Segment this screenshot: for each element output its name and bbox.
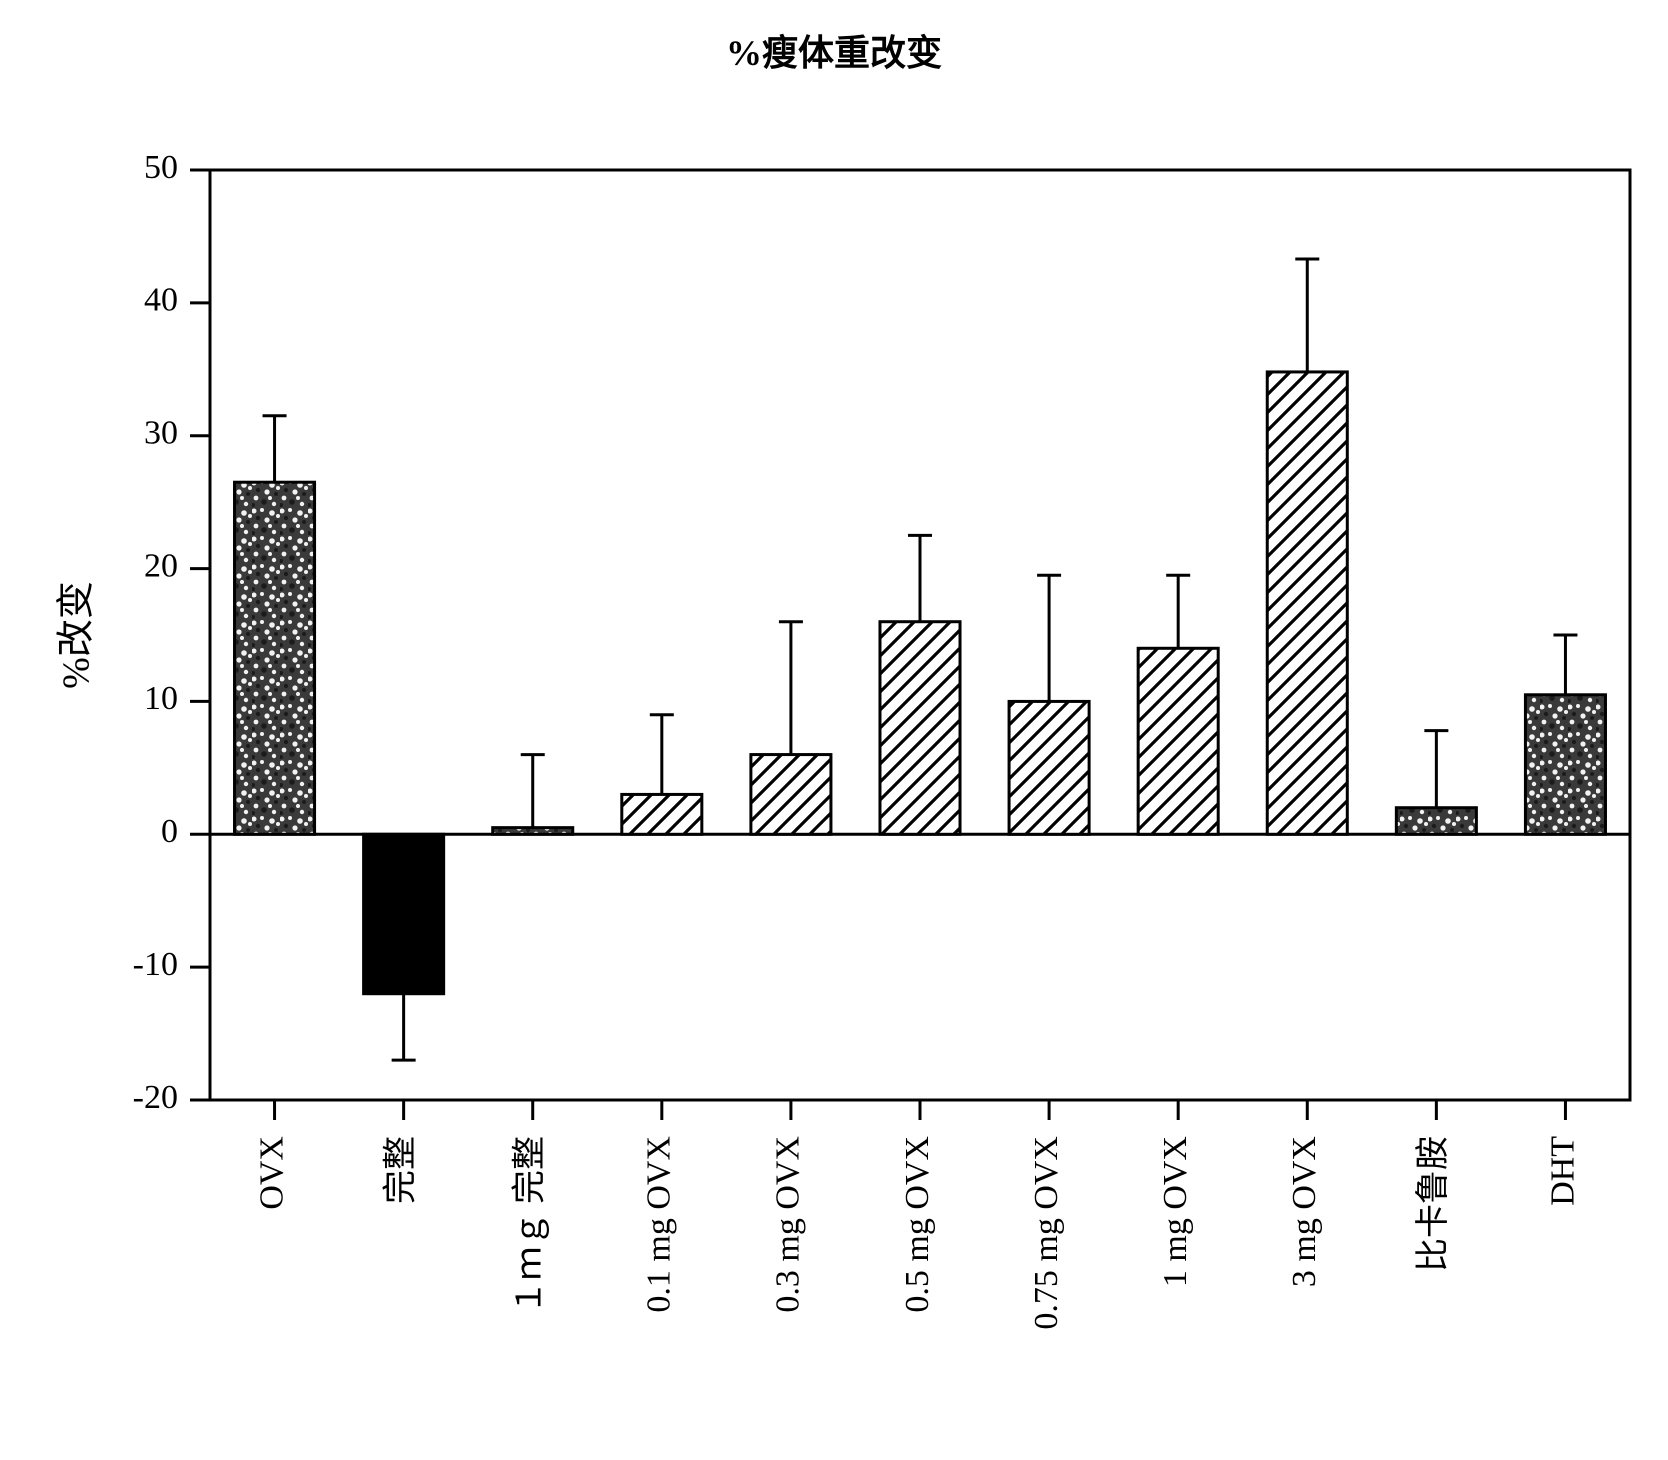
bar <box>493 828 573 835</box>
x-tick-label: 1 mg OVX <box>1157 1136 1194 1287</box>
x-tick-label: 0.5 mg OVX <box>899 1136 936 1313</box>
bar <box>1009 701 1089 834</box>
bar <box>1267 372 1347 834</box>
y-tick-label: 0 <box>161 813 178 850</box>
y-tick-label: -10 <box>133 946 178 983</box>
y-tick-label: 50 <box>144 149 178 186</box>
x-tick-label: 0.75 mg OVX <box>1028 1136 1065 1330</box>
x-tick-label: 比卡鲁胺 <box>1414 1136 1452 1272</box>
y-tick-label: 30 <box>144 415 178 452</box>
x-tick-label: 完整 <box>381 1136 419 1204</box>
bar <box>751 755 831 835</box>
bar <box>1396 808 1476 835</box>
x-tick-label: DHT <box>1544 1136 1581 1206</box>
x-tick-label: 0.3 mg OVX <box>770 1136 807 1313</box>
y-tick-label: 10 <box>144 680 178 717</box>
x-tick-label: 3 mg OVX <box>1286 1136 1323 1287</box>
page: %瘦体重改变 -20-1001020304050%改变OVX完整１ｍｇ 完整0.… <box>0 0 1668 1459</box>
x-tick-label: OVX <box>253 1136 290 1210</box>
bar <box>1525 695 1605 835</box>
x-tick-label: 0.1 mg OVX <box>641 1136 678 1313</box>
bar <box>235 482 315 834</box>
chart-svg: -20 -10 0 10 20 30 40 50 %改变 OVX 完整 １ｍｇ 完整 0.1 mg OV… <box>0 60 1668 1460</box>
y-tick-label: 20 <box>144 547 178 584</box>
bar <box>880 622 960 835</box>
x-tick-label: １ｍｇ 完整 <box>511 1136 549 1315</box>
bar <box>622 794 702 834</box>
y-tick-label: 40 <box>144 282 178 319</box>
bar <box>364 834 444 993</box>
bar <box>1138 648 1218 834</box>
chart-area: -20 -10 0 10 20 30 40 50 %改变 OVX 完整 １ｍｇ 完整 0.1 mg OV… <box>0 60 1668 1460</box>
y-tick-label: -20 <box>133 1079 178 1116</box>
y-axis-label: %改变 <box>56 581 98 689</box>
